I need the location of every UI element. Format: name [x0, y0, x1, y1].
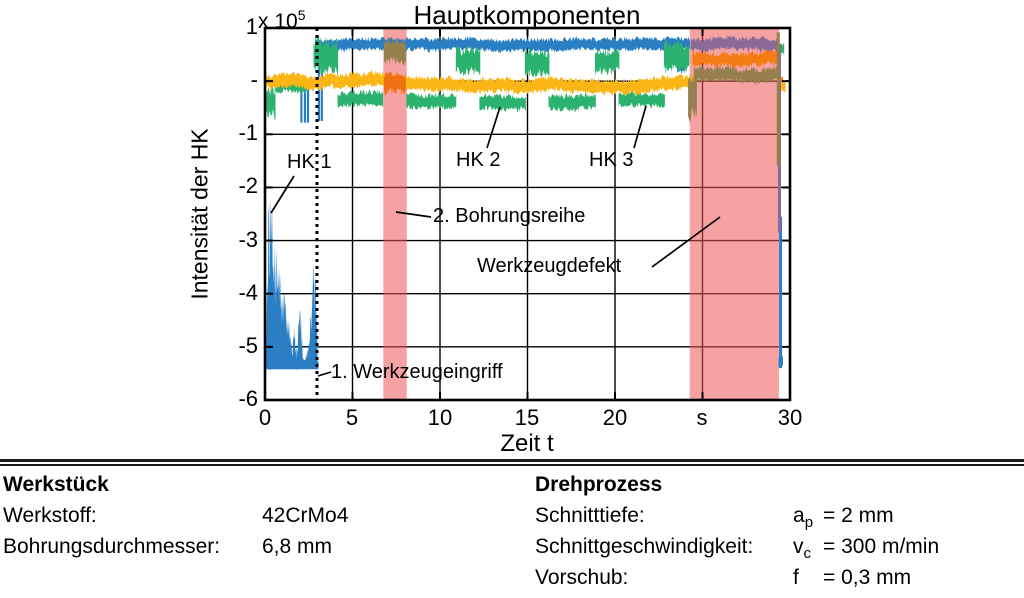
x-tick-unit-label: s [696, 405, 708, 430]
symbol: f [793, 566, 799, 589]
y-axis-exponent-prefix: x 10 [258, 10, 298, 33]
bohrungsdurchmesser-label: Bohrungsdurchmesser: [3, 535, 221, 558]
separator-rule-top [0, 459, 1024, 462]
schnitttiefe-label: Schnitttiefe: [535, 504, 645, 527]
y-axis-exponent-sup: 5 [297, 7, 306, 23]
vorschub-label: Vorschub: [535, 566, 629, 589]
werkstueck-header: Werkstück [3, 473, 109, 496]
symbol: vc [793, 535, 811, 563]
y-tick-label: 1 [245, 14, 258, 39]
value-text: = 300 m/min [823, 535, 940, 558]
y-axis-exponent: x 105 [258, 7, 306, 34]
y-tick-label: -6 [238, 386, 258, 411]
annotation-werkzeugdefekt: Werkzeugdefekt [477, 255, 622, 277]
hauptkomponenten-chart [263, 26, 792, 402]
y-axis-label: Intensität der HK [186, 128, 213, 300]
drehprozess-header: Drehprozess [535, 473, 663, 496]
vorschub-value: f = 0,3 mm [793, 566, 911, 593]
annotation-hk3: HK 3 [589, 149, 634, 171]
y-tick-label: -1 [238, 120, 258, 145]
value-text: = 0,3 mm [823, 566, 912, 589]
werkstoff-value: 42CrMo4 [262, 504, 349, 527]
y-tick-label: -2 [238, 173, 258, 198]
y-tick-label: - [250, 67, 258, 92]
x-tick-label: 20 [602, 405, 628, 430]
x-tick-label: 5 [345, 405, 359, 430]
schnittgeschwindigkeit-label: Schnittgeschwindigkeit: [535, 535, 754, 558]
y-tick-label: -5 [238, 333, 258, 358]
y-tick-label: -4 [238, 280, 258, 305]
annotation-werkzeugeingriff: 1. Werkzeugeingriff [331, 361, 503, 383]
annotation-hk1: HK 1 [287, 151, 332, 173]
schnitttiefe-value: ap = 2 mm [793, 504, 894, 531]
x-axis-label: Zeit t [500, 430, 554, 457]
y-tick-label: -3 [238, 227, 258, 252]
x-tick-label: 15 [514, 405, 540, 430]
symbol: ap [793, 504, 814, 532]
x-tick-label: 30 [777, 405, 803, 430]
annotation-hk2: HK 2 [456, 149, 501, 171]
x-tick-label: 0 [258, 405, 272, 430]
schnittgeschwindigkeit-value: vc = 300 m/min [793, 535, 939, 562]
separator-rule-bottom [0, 464, 1024, 466]
x-tick-label: 10 [427, 405, 453, 430]
werkstoff-label: Werkstoff: [3, 504, 97, 527]
value-text: = 2 mm [823, 504, 894, 527]
annotation-bohrungsreihe: 2. Bohrungsreihe [433, 205, 586, 227]
bohrungsdurchmesser-value: 6,8 mm [262, 535, 333, 558]
chart-title: Hauptkomponenten [413, 0, 641, 30]
